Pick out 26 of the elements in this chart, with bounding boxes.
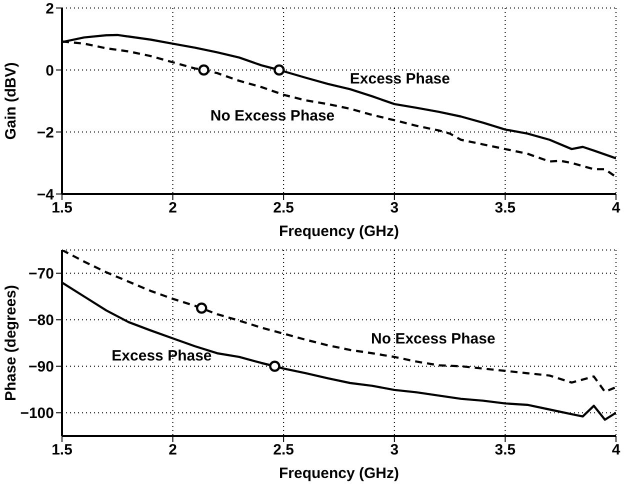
x-axis-title: Frequency (GHz) [278,465,400,482]
y-axis-title: Phase (degrees) [2,285,20,401]
x-tick-label: 2.5 [273,200,294,217]
y-tick-label: −70 [28,266,54,283]
y-tick-label: −100 [20,405,54,422]
y-tick-label: 0 [46,62,54,80]
x-tick-label: 3 [390,442,399,459]
x-axis-title: Frequency (GHz) [278,223,400,240]
y-tick-label: −90 [28,358,54,376]
x-tick-label: 2.5 [273,442,294,459]
y-tick-label: −80 [28,312,54,330]
x-tick-label: 4 [612,200,621,217]
x-tick-label: 2 [168,442,177,459]
annotation: No Excess Phase [371,330,496,348]
annotation: No Excess Phase [210,107,335,124]
x-tick-label: 3 [390,200,399,217]
x-tick-label: 2 [168,200,177,217]
y-tick-label: 2 [46,0,54,18]
annotation: Excess Phase [350,70,450,88]
x-tick-label: 3.5 [494,200,516,217]
x-tick-label: 1.5 [52,442,72,459]
y-tick-label: −2 [36,124,54,142]
x-tick-label: 3.5 [494,442,516,459]
x-tick-label: 4 [612,442,621,459]
y-axis-title: Gain (dBV) [2,62,20,140]
annotation: Excess Phase [112,348,212,365]
